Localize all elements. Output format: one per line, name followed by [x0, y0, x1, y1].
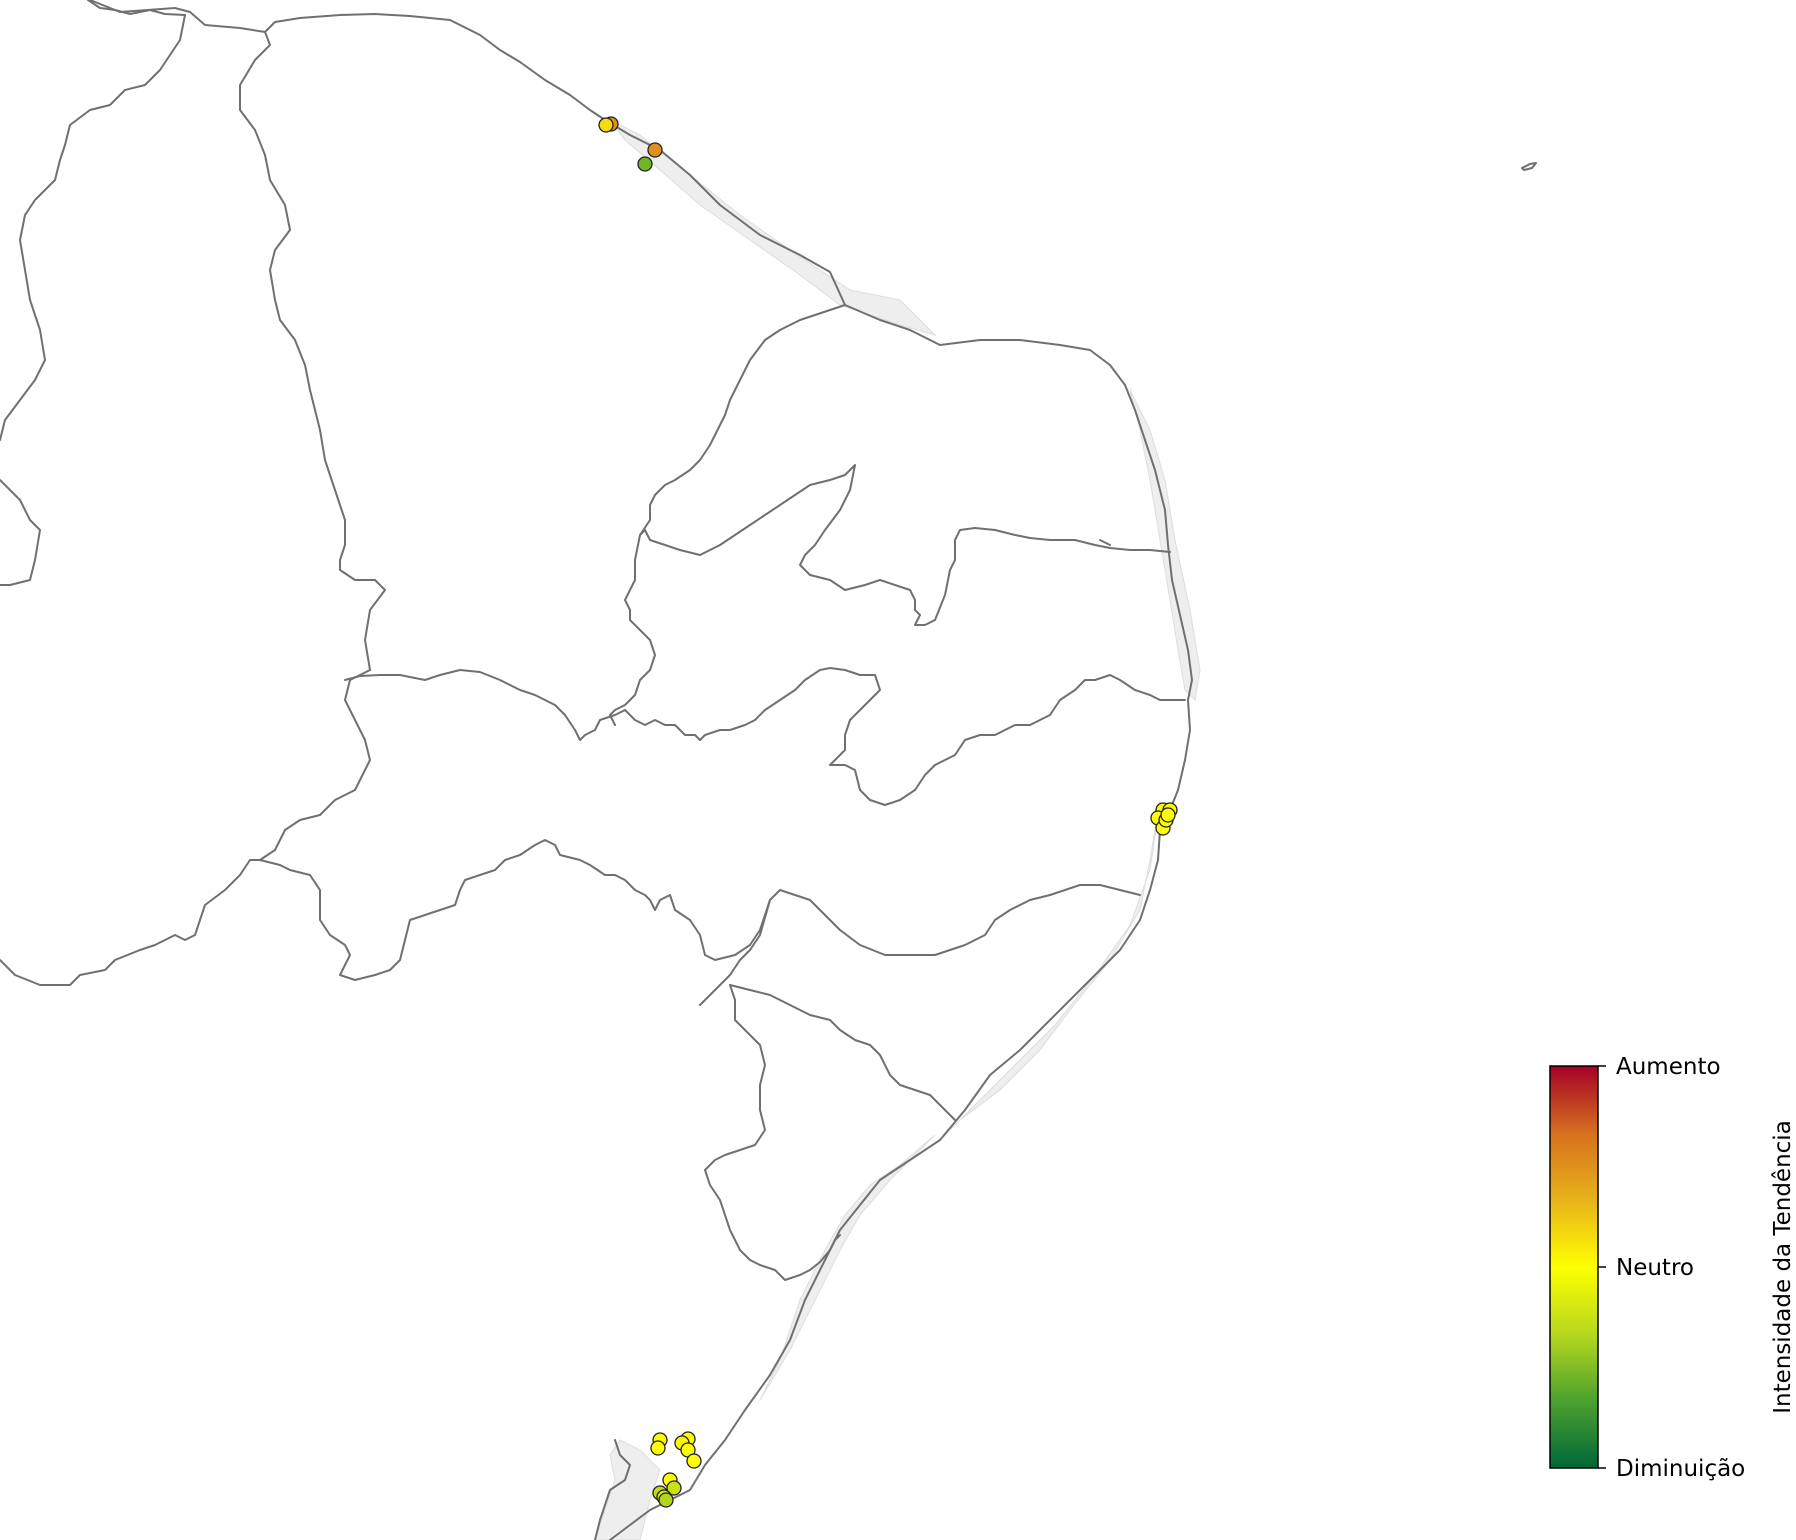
station-marker[interactable] — [598, 117, 614, 133]
coastal-shelf — [594, 119, 1201, 1540]
station-marker[interactable] — [658, 1492, 674, 1508]
state-border-9 — [639, 464, 1171, 626]
state-border-8 — [639, 304, 846, 536]
colorbar-gradient — [1549, 1065, 1599, 1469]
state-border-1 — [0, 14, 186, 441]
north-coast-cluster — [598, 116, 663, 172]
state-border-6 — [259, 839, 1141, 981]
station-marker[interactable] — [650, 1440, 666, 1456]
station-marker[interactable] — [686, 1453, 702, 1469]
state-border-10 — [609, 534, 656, 726]
trend-markers — [598, 116, 1178, 1508]
colorbar-tick-label: Aumento — [1616, 1054, 1721, 1080]
state-borders — [0, 0, 1537, 1540]
island-outline — [1521, 162, 1537, 171]
station-marker[interactable] — [666, 1480, 682, 1496]
state-border-3 — [239, 31, 386, 671]
east-coast-cluster — [1150, 802, 1178, 836]
state-border-7 — [344, 667, 1186, 806]
state-border-2 — [0, 479, 41, 586]
state-border-4 — [259, 669, 371, 861]
colorbar: Aumento Neutro Diminuição Intensidade da T… — [1549, 1054, 1796, 1482]
colorbar-tick-label: Diminuição — [1616, 1456, 1745, 1482]
northwest-outline — [87, 0, 186, 16]
state-border-11 — [699, 899, 771, 1006]
station-marker[interactable] — [637, 156, 653, 172]
south-coast-cluster — [650, 1431, 702, 1508]
south-bay-outline — [594, 1439, 631, 1540]
state-border-13 — [704, 984, 841, 1281]
state-border-14 — [1099, 539, 1111, 546]
state-border-12 — [729, 984, 956, 1121]
colorbar-tick-label: Neutro — [1616, 1255, 1694, 1281]
coastline — [89, 0, 1193, 1540]
colorbar-ticks: Aumento Neutro Diminuição — [1598, 1054, 1745, 1482]
state-border-5 — [0, 859, 261, 986]
station-marker[interactable] — [647, 142, 663, 158]
colorbar-title: Intensidade da Tendência — [1770, 1120, 1796, 1414]
station-marker[interactable] — [1160, 807, 1176, 823]
